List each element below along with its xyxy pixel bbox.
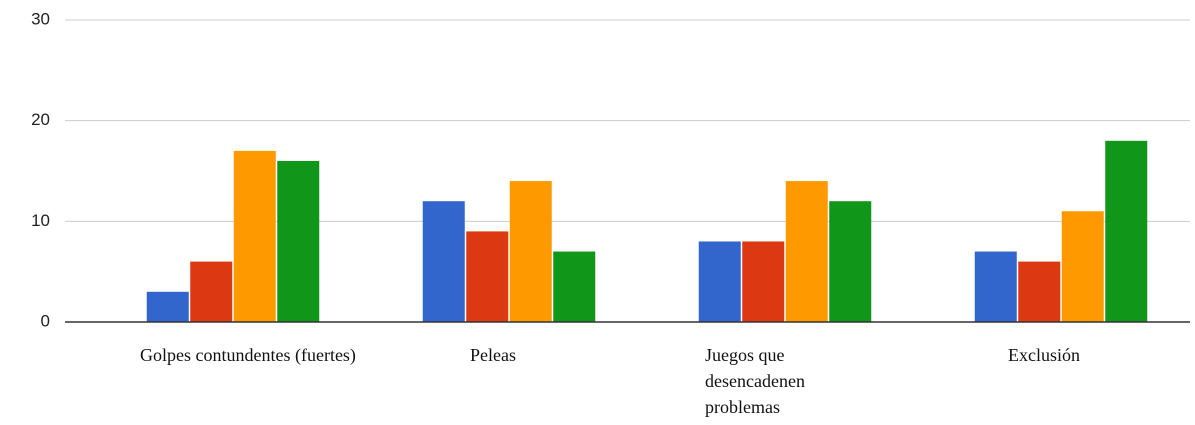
bar bbox=[1061, 211, 1104, 322]
bar bbox=[146, 291, 189, 322]
bar bbox=[466, 231, 509, 322]
x-tick-label: Juegos que desencadenen problemas bbox=[705, 345, 805, 417]
x-tick-label: Peleas bbox=[470, 345, 516, 365]
bar bbox=[974, 251, 1017, 322]
bar bbox=[1018, 261, 1061, 322]
x-tick-label: Exclusión bbox=[1008, 345, 1080, 365]
bar bbox=[233, 150, 276, 322]
y-tick-label: 0 bbox=[41, 311, 50, 330]
bar bbox=[509, 181, 552, 322]
y-tick-label: 20 bbox=[31, 110, 50, 129]
bar bbox=[829, 201, 872, 322]
bar bbox=[742, 241, 785, 322]
x-tick-label: Golpes contundentes (fuertes) bbox=[140, 345, 356, 365]
y-tick-label: 30 bbox=[31, 9, 50, 28]
bar bbox=[698, 241, 741, 322]
bar bbox=[553, 251, 596, 322]
bar bbox=[1105, 140, 1148, 322]
bar bbox=[785, 181, 828, 322]
bar bbox=[422, 201, 465, 322]
y-tick-label: 10 bbox=[31, 211, 50, 230]
bar bbox=[190, 261, 233, 322]
bar bbox=[277, 160, 320, 322]
